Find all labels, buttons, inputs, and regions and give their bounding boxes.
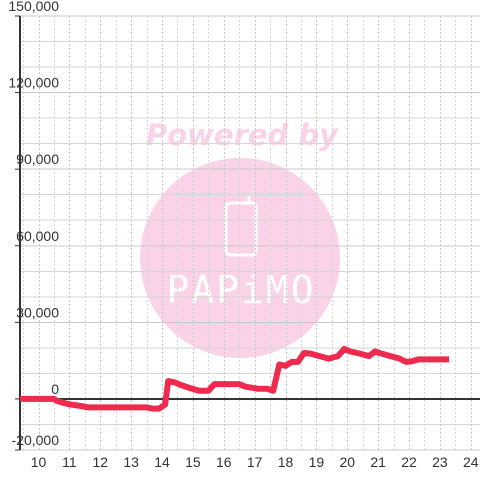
x-tick-label: 20 bbox=[339, 454, 355, 470]
watermark-powered-by-text: Powered by bbox=[146, 118, 339, 152]
x-tick-label: 11 bbox=[62, 454, 77, 470]
x-tick-label: 22 bbox=[401, 454, 417, 470]
series-layer bbox=[20, 345, 450, 412]
x-tick-label: 16 bbox=[216, 454, 232, 470]
tick-labels: -20,000 0 30,000 60,000 90,000 120,000 150,000… bbox=[8, 0, 478, 470]
axes bbox=[15, 15, 480, 451]
x-tick-label: 15 bbox=[185, 454, 201, 470]
y-tick-label: 120,000 bbox=[8, 75, 59, 91]
x-tick-label: 14 bbox=[154, 454, 170, 470]
x-tick-label: 13 bbox=[123, 454, 139, 470]
x-tick-label: 23 bbox=[432, 454, 448, 470]
x-tick-label: 19 bbox=[309, 454, 325, 470]
y-tick-label: 0 bbox=[51, 381, 59, 397]
y-tick-label: 150,000 bbox=[8, 0, 59, 14]
y-tick-label: 90,000 bbox=[16, 151, 59, 167]
x-tick-label: 10 bbox=[31, 454, 47, 470]
y-tick-label: -20,000 bbox=[12, 432, 60, 448]
series-line-1 bbox=[20, 345, 450, 412]
x-tick-label: 24 bbox=[463, 454, 479, 470]
x-tick-label: 17 bbox=[247, 454, 263, 470]
watermark-brand-text: PAPiMO bbox=[166, 268, 315, 312]
x-tick-label: 21 bbox=[370, 454, 386, 470]
x-tick-label: 18 bbox=[278, 454, 294, 470]
y-tick-label: 30,000 bbox=[16, 304, 59, 320]
y-tick-label: 60,000 bbox=[16, 228, 59, 244]
x-tick-label: 12 bbox=[92, 454, 108, 470]
